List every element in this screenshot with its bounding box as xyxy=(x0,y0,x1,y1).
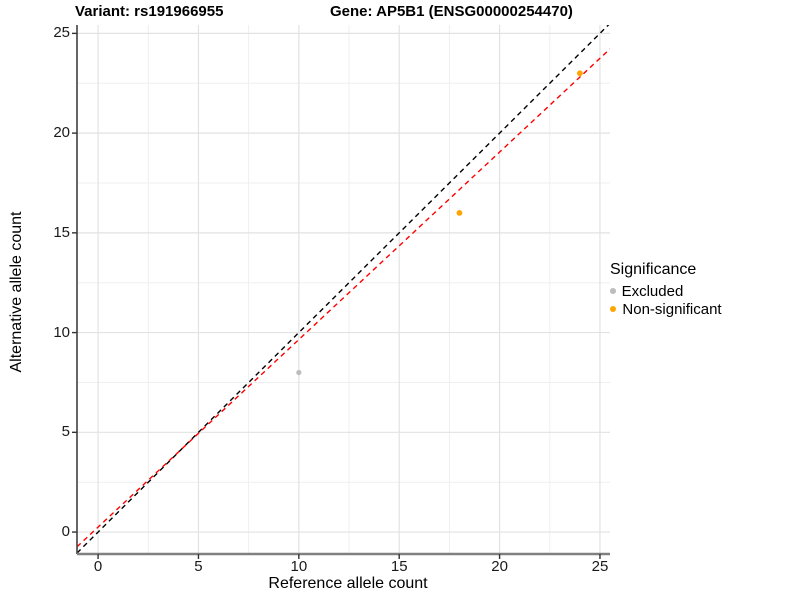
y-tick-label: 5 xyxy=(61,423,70,441)
y-tick-label: 20 xyxy=(53,124,70,142)
legend-dot-icon xyxy=(610,288,616,294)
legend-item: Excluded xyxy=(610,282,722,300)
legend-item-label: Non-significant xyxy=(622,300,722,318)
legend-item-label: Excluded xyxy=(621,282,684,300)
y-tick-label: 0 xyxy=(61,523,70,541)
legend-dot-icon xyxy=(610,305,617,313)
y-tick-label: 15 xyxy=(53,223,70,241)
x-tick-label: 10 xyxy=(290,558,308,575)
y-axis-title: Alternative allele count xyxy=(8,211,25,373)
x-tick-label: 0 xyxy=(93,558,103,575)
x-tick-label: 25 xyxy=(591,558,609,575)
y-tick-label: 25 xyxy=(53,24,70,42)
x-tick-label: 20 xyxy=(491,558,508,575)
legend: Significance Excluded Non-significant xyxy=(610,261,722,318)
y-tick-label: 10 xyxy=(53,323,70,341)
legend-item: Non-significant xyxy=(610,300,722,318)
x-tick-label: 15 xyxy=(390,558,408,575)
data-point-non-significant xyxy=(456,210,463,216)
plot-title-variant: Variant: rs191966955 xyxy=(75,3,224,20)
data-point-non-significant xyxy=(576,70,583,77)
legend-items: Excluded Non-significant xyxy=(610,282,722,318)
panel-contents xyxy=(77,25,610,554)
plot-panel xyxy=(72,25,610,559)
legend-title: Significance xyxy=(610,261,697,278)
x-axis-title: Reference allele count xyxy=(268,575,428,592)
fitted-ratio-line xyxy=(77,48,610,548)
identity-line xyxy=(77,25,610,554)
plot-title-gene: Gene: AP5B1 (ENSG00000254470) xyxy=(330,3,573,20)
data-point-excluded xyxy=(296,369,302,376)
x-tick-label: 5 xyxy=(194,558,203,575)
